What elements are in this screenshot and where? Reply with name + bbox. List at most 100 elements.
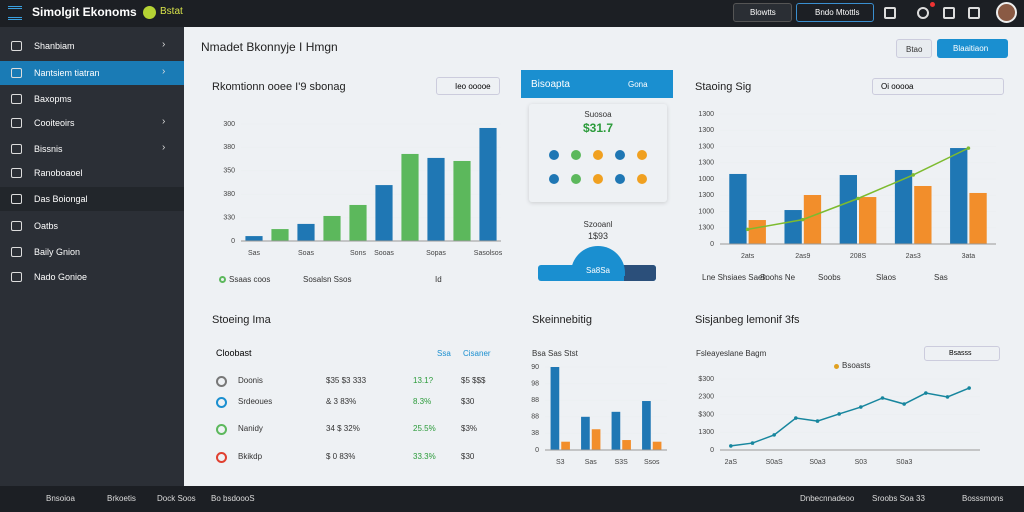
icon-button[interactable] (943, 7, 955, 19)
badge: Bstat (160, 6, 183, 17)
footer: Bnsoioa Brkoetis Dock Soos Bo bsdoooS Dnbecn… (0, 486, 1024, 512)
cell: 25.5% (413, 424, 436, 433)
bar (859, 197, 877, 244)
top-bar: Simolgit Ekonoms Bstat Blowtts Bndo Mtottls (0, 0, 1024, 27)
footer-item[interactable]: Bosssmons (962, 494, 1004, 503)
bar (323, 215, 341, 241)
nav-item[interactable]: Shanbiam › (0, 34, 184, 58)
nav-item[interactable]: Das Boiongal (0, 187, 184, 211)
chevron: › (162, 39, 166, 50)
nav-label: Oatbs (34, 221, 59, 231)
legend-label: Ssaas coos (229, 275, 271, 284)
search[interactable]: Ieo ooooe (436, 77, 500, 95)
bar (453, 160, 471, 241)
y-tick-label: 1300 (698, 143, 714, 150)
y-tick-label: 88 (531, 397, 539, 404)
point (772, 433, 776, 437)
icon (593, 150, 603, 160)
y-tick-label: 90 (531, 364, 539, 371)
x-tick-label: S0a3 (896, 459, 912, 466)
y-tick-label: 0 (535, 447, 539, 454)
nav-item[interactable]: Cooiteoirs › (0, 111, 184, 135)
card: Bisoapta Gona Suosoa $31.7 Szooanl 1$93 Sa8Sa (521, 70, 675, 294)
notification-dot (930, 2, 935, 7)
footer-item[interactable]: Bo bsdoooS (211, 494, 255, 503)
nav-item[interactable]: Baily Gnion (0, 240, 184, 264)
stat-value: 1$93 (587, 231, 609, 241)
x-tick-label: 2aS (725, 459, 738, 466)
x-tick-label: S0aS (766, 459, 783, 466)
bar (550, 367, 560, 450)
footer-item[interactable]: Sroobs Soa 33 (872, 494, 925, 503)
select[interactable]: Blowtts (733, 3, 792, 22)
legend-label: Soohs Ne (760, 273, 796, 282)
stat-value: $31.7 (582, 121, 614, 135)
card-title: Bisoapta (531, 79, 570, 90)
x-tick-label: Sooas (374, 250, 394, 257)
button[interactable]: Blaaitiaon (937, 39, 1008, 58)
cell: Srdeoues (238, 397, 273, 406)
y-tick-label: 1300 (698, 225, 714, 232)
sidebar: Shanbiam › Nantsiem tiatran › Baxopms Cooiteo… (0, 27, 184, 486)
dropdown[interactable]: Oi ooooa (872, 78, 1004, 95)
icon (571, 150, 581, 160)
bar (591, 429, 601, 450)
icon (549, 174, 559, 184)
icon-button[interactable] (884, 7, 896, 19)
bar (894, 169, 913, 244)
nav-item[interactable]: Nantsiem tiatran › (0, 61, 184, 85)
avatar[interactable] (996, 2, 1017, 23)
point (837, 412, 841, 416)
nav-item[interactable]: Baxopms (0, 87, 184, 111)
bar (581, 416, 590, 450)
y-tick-label: 38 (531, 430, 539, 437)
legend-label: Sosalsn Ssos (303, 275, 352, 284)
footer-item[interactable]: Dnbecnnadeoo (800, 494, 855, 503)
point (750, 441, 755, 445)
point (729, 444, 733, 448)
nav-item[interactable]: Oatbs (0, 214, 184, 238)
chart: 0 330 380 350 380 300 Sas Soas Sons Sooas Sopas Sas… (223, 121, 502, 257)
icon (637, 174, 647, 184)
nav-item[interactable]: Ranoboaoel (0, 161, 184, 185)
y-tick-label: $300 (698, 411, 714, 418)
icon (637, 150, 647, 160)
chart: 0 38 88 88 98 90 S3 Sas S3S Ssos (531, 364, 667, 466)
header-cell: Ssa (437, 349, 451, 358)
link[interactable]: Gona (628, 80, 648, 89)
nav-item[interactable]: Bissnis › (0, 137, 184, 161)
y-tick-label: 0 (710, 447, 714, 454)
footer-item[interactable]: Brkoetis (107, 494, 136, 503)
bar (375, 185, 393, 241)
y-tick-label: 2300 (698, 394, 714, 401)
nav-item[interactable]: Nado Gonioe (0, 265, 184, 289)
icon-button[interactable] (968, 7, 980, 19)
x-tick-label: 2as9 (795, 253, 810, 260)
y-tick-label: 1300 (698, 111, 714, 118)
cell: 34 $ 32% (326, 424, 360, 433)
stat-label: Suosoa (584, 110, 612, 119)
y-tick-label: 0 (710, 241, 714, 248)
nav-label: Cooiteoirs (34, 118, 75, 128)
bar (748, 220, 766, 244)
legend-label: Id (435, 275, 442, 284)
chart: 0 1300 $300 2300 $300 2aS S0aS S0a3 S03 S0a3 (698, 376, 980, 466)
footer-item[interactable]: Bnsoioa (46, 494, 75, 503)
bar (652, 441, 662, 450)
icon-button[interactable] (917, 7, 929, 19)
point (902, 402, 906, 406)
point (859, 405, 863, 409)
header-cell: Cloobast (216, 348, 252, 358)
footer-item[interactable]: Dock Soos (157, 494, 196, 503)
chevron: › (162, 142, 166, 153)
legend-label: Soobs (818, 273, 841, 282)
bar (839, 175, 857, 244)
y-tick-label: 1300 (698, 192, 714, 199)
bar (401, 153, 419, 241)
bar (297, 223, 315, 241)
page-title: Nmadet Bkonnyje I Hmgn (201, 40, 338, 54)
button[interactable]: Btao (896, 39, 932, 58)
button[interactable]: Bndo Mtottls (796, 3, 874, 22)
dropdown[interactable]: Bsasss (924, 346, 1000, 361)
